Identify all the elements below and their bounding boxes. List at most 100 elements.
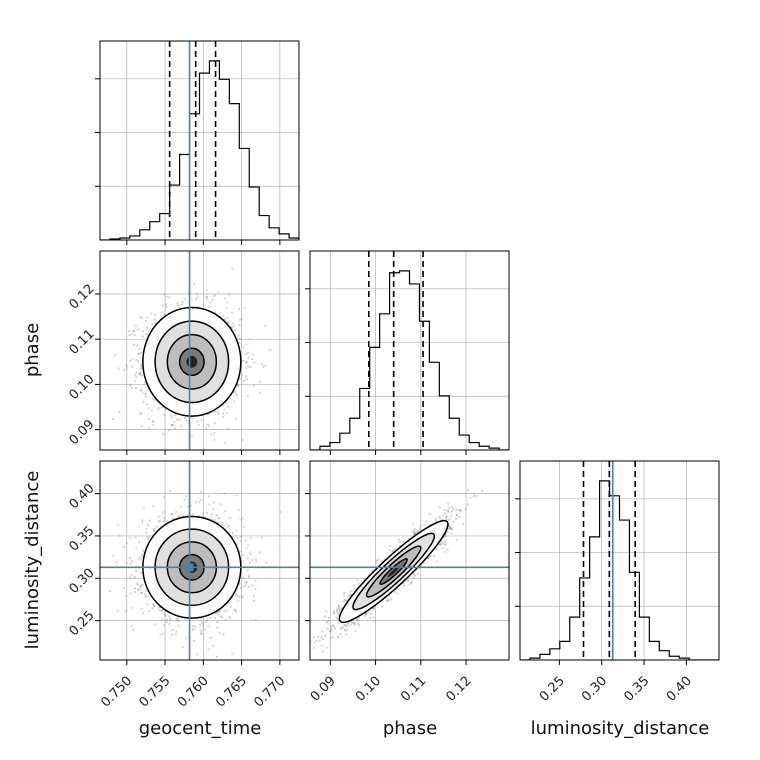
sample-point <box>92 348 94 350</box>
sample-point <box>209 636 213 639</box>
sample-point <box>199 632 202 635</box>
sample-point <box>444 550 447 554</box>
sample-point <box>434 519 438 522</box>
sample-point <box>153 475 155 477</box>
sample-point <box>146 603 149 606</box>
sample-point <box>143 383 146 386</box>
x-tick-label: 0.760 <box>175 674 212 711</box>
sample-point <box>238 595 241 599</box>
sample-point <box>241 346 245 349</box>
sample-point <box>234 608 237 611</box>
sample-point <box>209 617 212 620</box>
sample-point <box>148 609 151 613</box>
sample-point <box>151 607 154 610</box>
sample-point <box>135 358 138 362</box>
sample-point <box>350 623 353 626</box>
sample-point <box>130 574 133 577</box>
sample-point <box>125 542 128 545</box>
sample-point <box>130 333 133 336</box>
sample-point <box>214 410 217 414</box>
sample-point <box>129 536 132 540</box>
sample-point <box>194 297 198 301</box>
sample-point <box>254 619 257 622</box>
sample-point <box>454 517 458 520</box>
sample-point <box>165 306 168 309</box>
sample-point <box>161 618 164 621</box>
sample-point <box>144 589 148 593</box>
sample-point <box>237 594 240 597</box>
sample-point <box>225 316 229 319</box>
sample-point <box>197 501 201 504</box>
sample-point <box>183 298 187 301</box>
x-axis-label-phase: phase <box>383 718 437 739</box>
sample-point <box>333 611 336 615</box>
sample-point <box>153 530 156 533</box>
sample-point <box>330 627 333 631</box>
sample-point <box>184 495 188 498</box>
sample-point <box>118 534 121 537</box>
sample-point <box>224 510 227 513</box>
contour-line <box>154 320 230 404</box>
sample-point <box>408 583 411 586</box>
sample-point <box>108 589 112 593</box>
sample-point <box>335 616 338 619</box>
sample-point <box>329 630 332 633</box>
sample-point <box>329 637 332 640</box>
sample-point <box>222 633 225 636</box>
sample-point <box>141 335 144 338</box>
panel-frame <box>99 460 300 661</box>
sample-point <box>252 599 256 603</box>
sample-point <box>116 609 119 612</box>
sample-point <box>215 655 219 658</box>
sample-point <box>129 359 132 362</box>
sample-point <box>160 311 163 314</box>
sample-point <box>207 624 210 627</box>
sample-point <box>261 536 264 539</box>
sample-point <box>186 505 189 508</box>
sample-point <box>350 620 353 623</box>
sample-point <box>481 489 484 493</box>
sample-point <box>219 312 222 315</box>
sample-point <box>165 618 169 621</box>
sample-point <box>243 306 246 310</box>
sample-point <box>137 541 141 544</box>
sample-point <box>157 520 160 523</box>
sample-point <box>175 510 178 513</box>
sample-point <box>258 380 261 383</box>
sample-point <box>152 602 155 605</box>
panel-hist-geocent_time <box>95 40 300 245</box>
sample-point <box>356 622 359 625</box>
panel-frame <box>99 250 300 451</box>
sample-point <box>435 560 439 563</box>
sample-point <box>215 514 219 517</box>
sample-point <box>258 551 261 554</box>
sample-point <box>438 506 441 509</box>
panel-hist-phase <box>305 250 510 455</box>
sample-point <box>448 526 452 529</box>
sample-point <box>200 632 203 635</box>
sample-point <box>246 556 249 560</box>
sample-point <box>234 390 237 394</box>
sample-point <box>158 609 161 612</box>
sample-point <box>135 570 138 573</box>
sample-point <box>151 420 154 423</box>
sample-point <box>125 594 128 598</box>
sample-point <box>158 406 161 409</box>
sample-point <box>170 414 173 417</box>
sample-point <box>447 527 451 530</box>
sample-point <box>167 615 171 618</box>
sample-point <box>161 304 164 307</box>
sample-point <box>117 367 120 370</box>
sample-point <box>339 632 342 636</box>
sample-point <box>393 591 396 594</box>
sample-point <box>195 653 198 656</box>
sample-point <box>181 303 184 306</box>
sample-point <box>207 495 210 498</box>
sample-point <box>140 388 143 391</box>
sample-point <box>148 519 151 522</box>
sample-point <box>169 617 172 620</box>
sample-point <box>175 630 178 633</box>
sample-point <box>190 435 194 438</box>
density-level <box>186 355 198 368</box>
sample-point <box>341 626 344 629</box>
